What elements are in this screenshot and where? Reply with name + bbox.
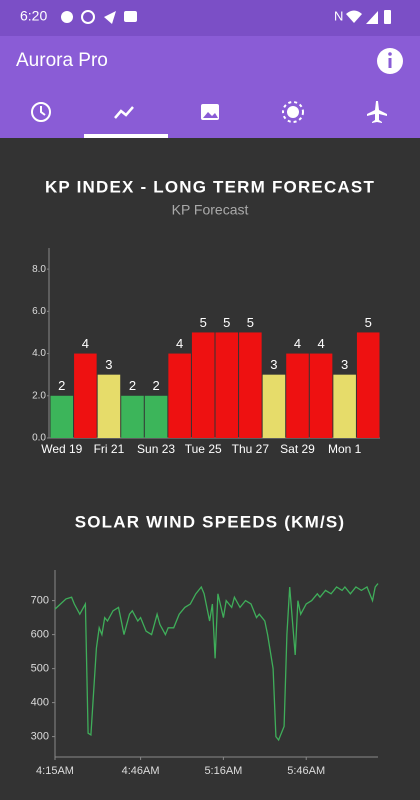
bar (121, 395, 144, 438)
value-label: 2 (129, 378, 136, 393)
value-label: 3 (105, 357, 112, 372)
wind-line (54, 583, 379, 742)
value-label: 5 (223, 315, 230, 330)
value-label: 4 (82, 336, 89, 351)
info-button[interactable] (377, 48, 403, 74)
y-tick-label: 600 (31, 629, 49, 641)
bar (74, 353, 97, 438)
bar (144, 395, 168, 438)
chart-subtitle: KP Forecast (172, 202, 249, 218)
tab-chart[interactable] (114, 106, 134, 119)
bar (215, 332, 239, 438)
x-tick-label: Sat 29 (280, 442, 315, 456)
tab-clock[interactable] (31, 102, 51, 122)
tab-flight[interactable] (367, 101, 387, 123)
y-tick-label: 0.0 (32, 433, 46, 444)
bar (50, 395, 74, 438)
tab-sun[interactable] (282, 101, 304, 123)
x-tick-label: Thu 27 (232, 442, 270, 456)
tab-indicator (84, 134, 168, 138)
x-tick-label: 5:46AM (287, 765, 325, 777)
y-tick-label: 4.0 (32, 348, 46, 359)
y-tick-label: 500 (31, 663, 49, 675)
chart-title: SOLAR WIND SPEEDS (KM/S) (75, 512, 346, 531)
value-label: 4 (317, 336, 324, 351)
x-tick-label: 5:16AM (204, 765, 242, 777)
x-tick-label: Wed 19 (41, 442, 82, 456)
bar (239, 332, 262, 438)
value-label: 5 (247, 315, 254, 330)
x-tick-label: Mon 1 (328, 442, 362, 456)
bar (286, 353, 309, 438)
value-label: 4 (294, 336, 301, 351)
y-tick-label: 300 (31, 731, 49, 743)
bar (356, 332, 380, 438)
bar (333, 374, 356, 438)
value-label: 2 (152, 378, 159, 393)
y-tick-label: 2.0 (32, 390, 46, 401)
x-tick-label: 4:46AM (122, 765, 160, 777)
value-label: 5 (365, 315, 372, 330)
value-label: 5 (200, 315, 207, 330)
x-tick-label: Tue 25 (185, 442, 222, 456)
value-label: 3 (341, 357, 348, 372)
bar (262, 374, 286, 438)
app-title: Aurora Pro (16, 50, 108, 71)
bar (97, 374, 121, 438)
value-label: 2 (58, 378, 65, 393)
chart-title: KP INDEX - LONG TERM FORECAST (45, 177, 375, 196)
bar (191, 332, 215, 438)
app-bar (0, 36, 420, 138)
bar (309, 353, 333, 438)
x-tick-label: Sun 23 (137, 442, 175, 456)
y-tick-label: 6.0 (32, 306, 46, 317)
value-label: 3 (270, 357, 277, 372)
value-label: 4 (176, 336, 183, 351)
bar (168, 353, 191, 438)
y-tick-label: 400 (31, 697, 49, 709)
y-tick-label: 8.0 (32, 264, 46, 275)
x-tick-label: 4:15AM (36, 765, 74, 777)
svg-text:N: N (334, 8, 343, 23)
tab-image[interactable] (201, 104, 219, 120)
y-tick-label: 700 (31, 595, 49, 607)
x-tick-label: Fri 21 (94, 442, 125, 456)
status-time: 6:20 (20, 8, 47, 24)
status-icons: N (61, 8, 391, 24)
